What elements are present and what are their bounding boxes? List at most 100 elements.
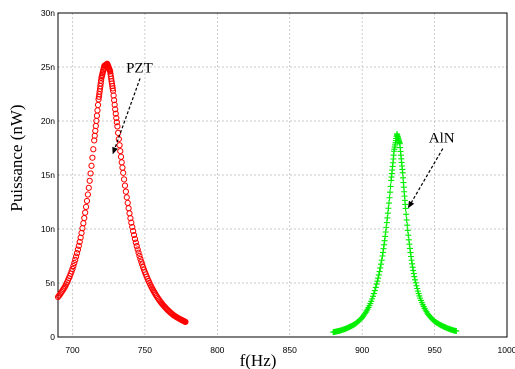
data-point — [453, 328, 460, 335]
data-point — [118, 159, 125, 166]
data-point — [136, 252, 143, 259]
x-tick-label: 800 — [210, 345, 224, 355]
data-point — [92, 122, 99, 130]
series-2 — [330, 130, 460, 336]
data-point — [116, 142, 123, 149]
data-point — [385, 205, 392, 212]
data-point — [370, 293, 377, 300]
data-point — [114, 123, 121, 130]
annotations: PZT AlN — [112, 60, 455, 209]
data-point — [123, 194, 130, 201]
annotation-label: PZT — [126, 60, 153, 76]
data-point — [413, 282, 420, 289]
x-tick-label: 950 — [427, 345, 441, 355]
y-tick-label: 20n — [41, 116, 55, 126]
data-point — [386, 194, 393, 201]
annotation-arrow — [112, 78, 141, 155]
x-tick-label: 1000 — [498, 345, 515, 355]
y-tick-label: 0 — [50, 332, 55, 342]
data-point — [376, 268, 383, 275]
data-point — [120, 169, 127, 176]
y-tick-labels: 0 5n 10n 15n 20n 25n 30n — [41, 8, 55, 342]
data-point — [403, 211, 410, 218]
data-point — [403, 216, 410, 223]
data-point — [182, 318, 189, 325]
y-tick-label: 25n — [41, 62, 55, 72]
x-tick-labels: 700 750 800 850 900 950 1000 — [65, 345, 515, 355]
x-tick-label: 900 — [355, 345, 369, 355]
data-point — [385, 200, 392, 207]
data-point — [117, 147, 124, 155]
y-tick-label: 10n — [41, 224, 55, 234]
data-point — [402, 205, 409, 212]
series-1 — [54, 60, 189, 325]
data-point — [121, 182, 129, 189]
data-point — [414, 285, 421, 292]
data-point — [122, 188, 129, 195]
data-point — [111, 97, 118, 104]
data-point — [135, 249, 142, 256]
data-point — [84, 191, 91, 198]
data-point — [85, 184, 92, 191]
data-point — [137, 255, 144, 262]
data-point — [119, 164, 126, 171]
data-point — [80, 220, 87, 227]
data-point — [73, 253, 80, 260]
data-point — [90, 146, 97, 153]
data-point — [72, 256, 79, 263]
data-point — [75, 242, 82, 249]
data-point — [82, 209, 89, 216]
data-point — [372, 284, 379, 291]
data-point — [88, 162, 95, 169]
data-point — [130, 227, 137, 235]
x-tick-label: 850 — [283, 345, 297, 355]
data-point — [387, 183, 394, 190]
data-point — [82, 203, 90, 210]
data-point — [369, 295, 376, 302]
data-point — [373, 281, 380, 288]
data-point — [126, 210, 133, 217]
data-point — [411, 273, 418, 280]
annotation-arrow — [407, 148, 444, 209]
data-point — [377, 264, 384, 271]
data-point — [109, 85, 116, 92]
data-point — [412, 276, 419, 283]
y-tick-label: 15n — [41, 170, 55, 180]
data-point — [124, 199, 131, 206]
data-point — [93, 112, 101, 119]
data-point — [120, 176, 128, 183]
plot-frame — [57, 12, 508, 338]
data-point — [375, 275, 382, 282]
data-point — [94, 101, 102, 109]
data-point — [112, 110, 119, 117]
data-point — [130, 231, 138, 239]
x-tick-label: 700 — [65, 345, 79, 355]
data-point — [81, 214, 88, 222]
data-point — [71, 259, 78, 267]
data-point — [111, 101, 118, 108]
data-point — [113, 119, 120, 126]
data-point — [412, 279, 419, 286]
data-point — [69, 265, 76, 273]
data-point — [94, 107, 101, 114]
x-axis-title: f(Hz) — [240, 351, 277, 369]
x-tick-label: 750 — [138, 345, 152, 355]
data-point — [378, 257, 385, 264]
data-point — [74, 246, 82, 253]
data-point — [134, 246, 141, 253]
data-point — [404, 222, 411, 229]
data-point — [139, 261, 146, 268]
data-point — [370, 290, 377, 297]
data-point — [77, 234, 84, 241]
data-point — [76, 238, 83, 246]
y-tick-label: 30n — [41, 8, 55, 18]
data-point — [128, 219, 135, 226]
data-point — [375, 271, 382, 278]
data-point — [125, 205, 132, 212]
data-point — [115, 129, 122, 136]
data-point — [371, 287, 378, 294]
data-point — [387, 189, 394, 196]
data-point — [112, 106, 119, 113]
grid-lines — [58, 13, 507, 337]
